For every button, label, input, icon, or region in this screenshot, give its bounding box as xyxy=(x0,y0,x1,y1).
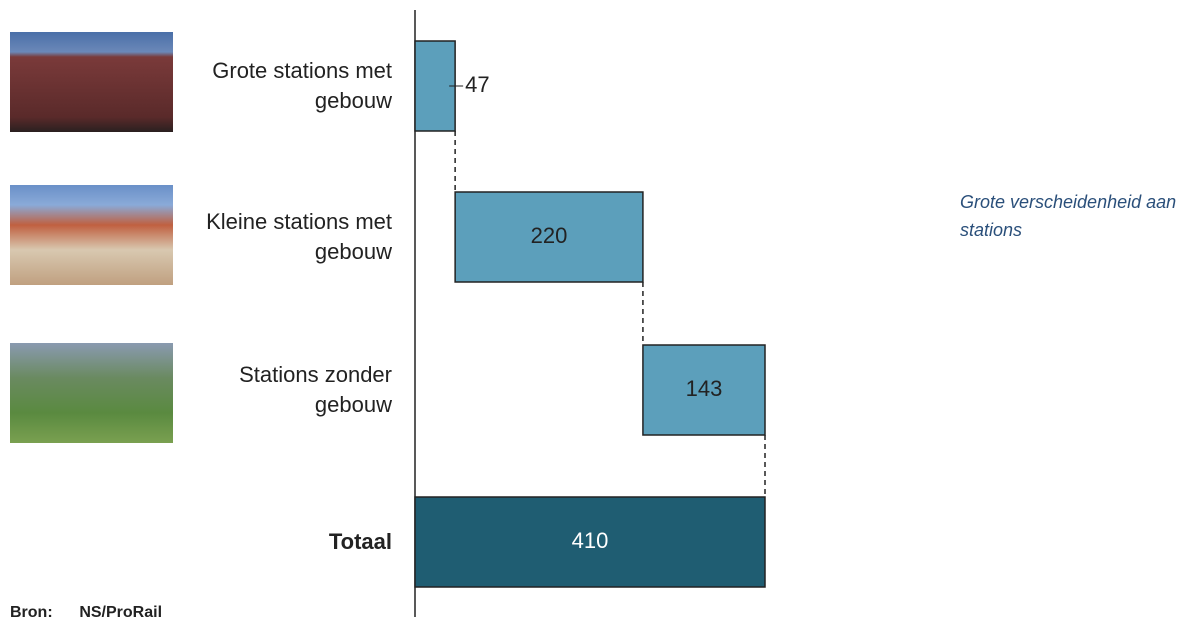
annotation: Grote verscheidenheid aan stations xyxy=(960,192,1177,240)
value-label: 220 xyxy=(531,223,568,248)
value-label: 143 xyxy=(686,376,723,401)
photo xyxy=(10,185,173,285)
value-label: 47 xyxy=(465,72,489,97)
category-label: Stations zonder gebouw xyxy=(239,362,392,417)
value-label: 410 xyxy=(572,528,609,553)
bar xyxy=(414,496,766,588)
bar xyxy=(414,40,456,132)
photo xyxy=(10,343,173,443)
category-label: Kleine stations met gebouw xyxy=(206,209,392,264)
bar xyxy=(642,344,766,436)
category-label: Grote stations met gebouw xyxy=(212,58,392,113)
category-label: Totaal xyxy=(328,529,392,554)
bar xyxy=(454,191,644,283)
source: Bron: NS/ProRail xyxy=(10,604,163,617)
photo xyxy=(10,32,173,132)
